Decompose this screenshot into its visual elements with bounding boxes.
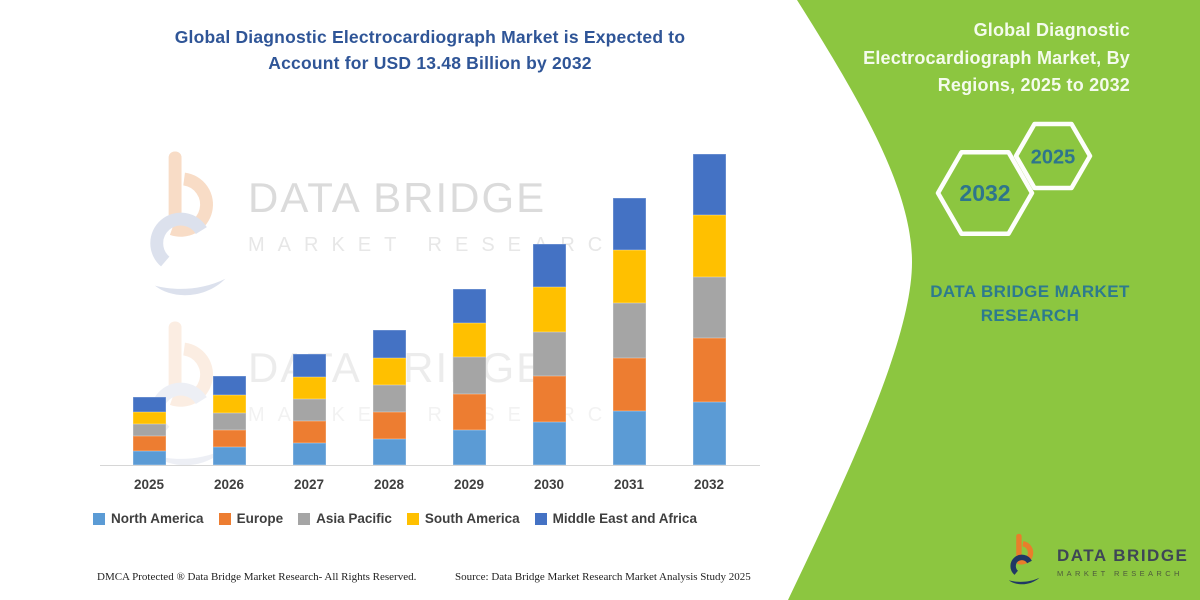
bar-segment-2025-north-america — [132, 450, 166, 465]
bar-segment-2025-middle-east-and-africa — [132, 397, 166, 413]
x-axis-label-2026: 2026 — [213, 477, 245, 492]
data-bridge-logo: DATA BRIDGE MARKET RESEARCH — [1006, 533, 1188, 591]
legend-item-asia-pacific: Asia Pacific — [298, 511, 392, 526]
chart-title: Global Diagnostic Electrocardiograph Mar… — [95, 24, 765, 76]
bar-segment-2027-middle-east-and-africa — [292, 354, 326, 377]
bar-2027 — [292, 354, 326, 465]
hexagon-2025-label: 2025 — [1031, 147, 1076, 169]
bar-segment-2032-south-america — [692, 215, 726, 278]
bar-2028 — [372, 329, 406, 465]
bar-2025 — [132, 397, 166, 465]
legend-item-south-america: South America — [406, 511, 520, 526]
x-axis-label-2025: 2025 — [133, 477, 165, 492]
logo-sub-text: MARKET RESEARCH — [1057, 569, 1183, 578]
bar-segment-2029-asia-pacific — [452, 357, 486, 394]
hexagon-year-badges: 2032 2025 — [935, 121, 1093, 236]
hexagon-2032-label: 2032 — [959, 180, 1010, 206]
bar-segment-2028-south-america — [372, 358, 406, 385]
bar-segment-2026-asia-pacific — [212, 412, 246, 430]
bar-segment-2029-middle-east-and-africa — [452, 289, 486, 324]
panel-brand-line1: DATA BRIDGE MARKET — [930, 282, 1130, 301]
bar-segment-2026-middle-east-and-africa — [212, 376, 246, 395]
bar-segment-2031-middle-east-and-africa — [612, 197, 646, 251]
bar-2031 — [612, 197, 646, 465]
bar-segment-2030-asia-pacific — [532, 331, 566, 377]
chart-title-line1: Global Diagnostic Electrocardiograph Mar… — [174, 27, 686, 47]
x-axis-label-2029: 2029 — [453, 477, 485, 492]
bar-segment-2027-south-america — [292, 376, 326, 399]
bar-segment-2025-south-america — [132, 412, 166, 424]
legend-label: Asia Pacific — [316, 511, 392, 526]
legend-label: Middle East and Africa — [552, 511, 697, 526]
chart-title-line2: Account for USD 13.48 Billion by 2032 — [268, 53, 592, 73]
panel-title-line3: Regions, 2025 to 2032 — [937, 75, 1130, 95]
x-axis-label-2032: 2032 — [693, 477, 725, 492]
bar-segment-2031-north-america — [612, 410, 646, 465]
panel-brand-line2: RESEARCH — [980, 306, 1080, 325]
legend-swatch-icon — [218, 512, 231, 525]
legend-item-north-america: North America — [93, 511, 204, 526]
bar-2029 — [452, 289, 486, 465]
chart-legend: North America Europe Asia Pacific South Ame… — [0, 511, 790, 526]
x-axis-label-2028: 2028 — [373, 477, 405, 492]
bar-segment-2032-europe — [692, 337, 726, 402]
hexagon-2025 — [1013, 121, 1093, 191]
bar-segment-2027-europe — [292, 421, 326, 444]
bar-segment-2026-north-america — [212, 447, 246, 465]
data-bridge-logo-icon — [1008, 533, 1040, 585]
panel-brand-text: DATA BRIDGE MARKET RESEARCH — [880, 280, 1180, 328]
bar-segment-2030-europe — [532, 376, 566, 423]
bar-segment-2028-north-america — [372, 438, 406, 465]
bar-2026 — [212, 376, 246, 465]
legend-item-europe: Europe — [218, 511, 284, 526]
bar-segment-2028-middle-east-and-africa — [372, 329, 406, 359]
x-axis-label-2031: 2031 — [613, 477, 645, 492]
x-axis-labels: 2025 2026 2027 2028 2029 2030 2031 2032 — [100, 477, 760, 497]
legend-label: Europe — [236, 511, 284, 526]
legend-swatch-icon — [298, 512, 311, 525]
dmca-footer-text: DMCA Protected ® Data Bridge Market Rese… — [97, 571, 417, 583]
panel-title: Global Diagnostic Electrocardiograph Mar… — [838, 17, 1130, 100]
bar-segment-2029-north-america — [452, 429, 486, 465]
bar-segment-2025-asia-pacific — [132, 423, 166, 436]
legend-swatch-icon — [534, 512, 547, 525]
legend-item-middle-east-and-africa: Middle East and Africa — [534, 511, 697, 526]
source-footer-text: Source: Data Bridge Market Research Mark… — [455, 571, 751, 583]
bar-segment-2030-middle-east-and-africa — [532, 243, 566, 288]
bar-segment-2028-asia-pacific — [372, 384, 406, 413]
bar-2030 — [532, 243, 566, 465]
bar-2032 — [692, 154, 726, 465]
bar-segment-2030-south-america — [532, 287, 566, 332]
bar-segment-2025-europe — [132, 435, 166, 451]
bar-segment-2032-north-america — [692, 402, 726, 465]
legend-swatch-icon — [93, 512, 106, 525]
bar-segment-2028-europe — [372, 412, 406, 439]
bar-segment-2029-south-america — [452, 323, 486, 358]
bar-segment-2031-europe — [612, 357, 646, 411]
bar-segment-2031-south-america — [612, 250, 646, 304]
bar-segment-2026-europe — [212, 429, 246, 448]
plot-area — [100, 140, 760, 466]
legend-swatch-icon — [406, 512, 419, 525]
x-axis-label-2030: 2030 — [533, 477, 565, 492]
x-axis-label-2027: 2027 — [293, 477, 325, 492]
panel-title-line2: Electrocardiograph Market, By — [863, 47, 1130, 68]
logo-brand-text: DATA BRIDGE — [1057, 546, 1189, 565]
bar-segment-2030-north-america — [532, 422, 566, 465]
bar-segment-2032-asia-pacific — [692, 277, 726, 338]
legend-label: North America — [111, 511, 204, 526]
bar-segment-2027-north-america — [292, 443, 326, 465]
bar-segment-2027-asia-pacific — [292, 398, 326, 422]
bar-segment-2032-middle-east-and-africa — [692, 154, 726, 216]
panel-title-line1: Global Diagnostic — [973, 20, 1130, 40]
bar-segment-2031-asia-pacific — [612, 303, 646, 358]
bar-segment-2029-europe — [452, 393, 486, 430]
legend-label: South America — [424, 511, 520, 526]
hexagon-2032 — [935, 150, 1035, 236]
bar-segment-2026-south-america — [212, 394, 246, 413]
